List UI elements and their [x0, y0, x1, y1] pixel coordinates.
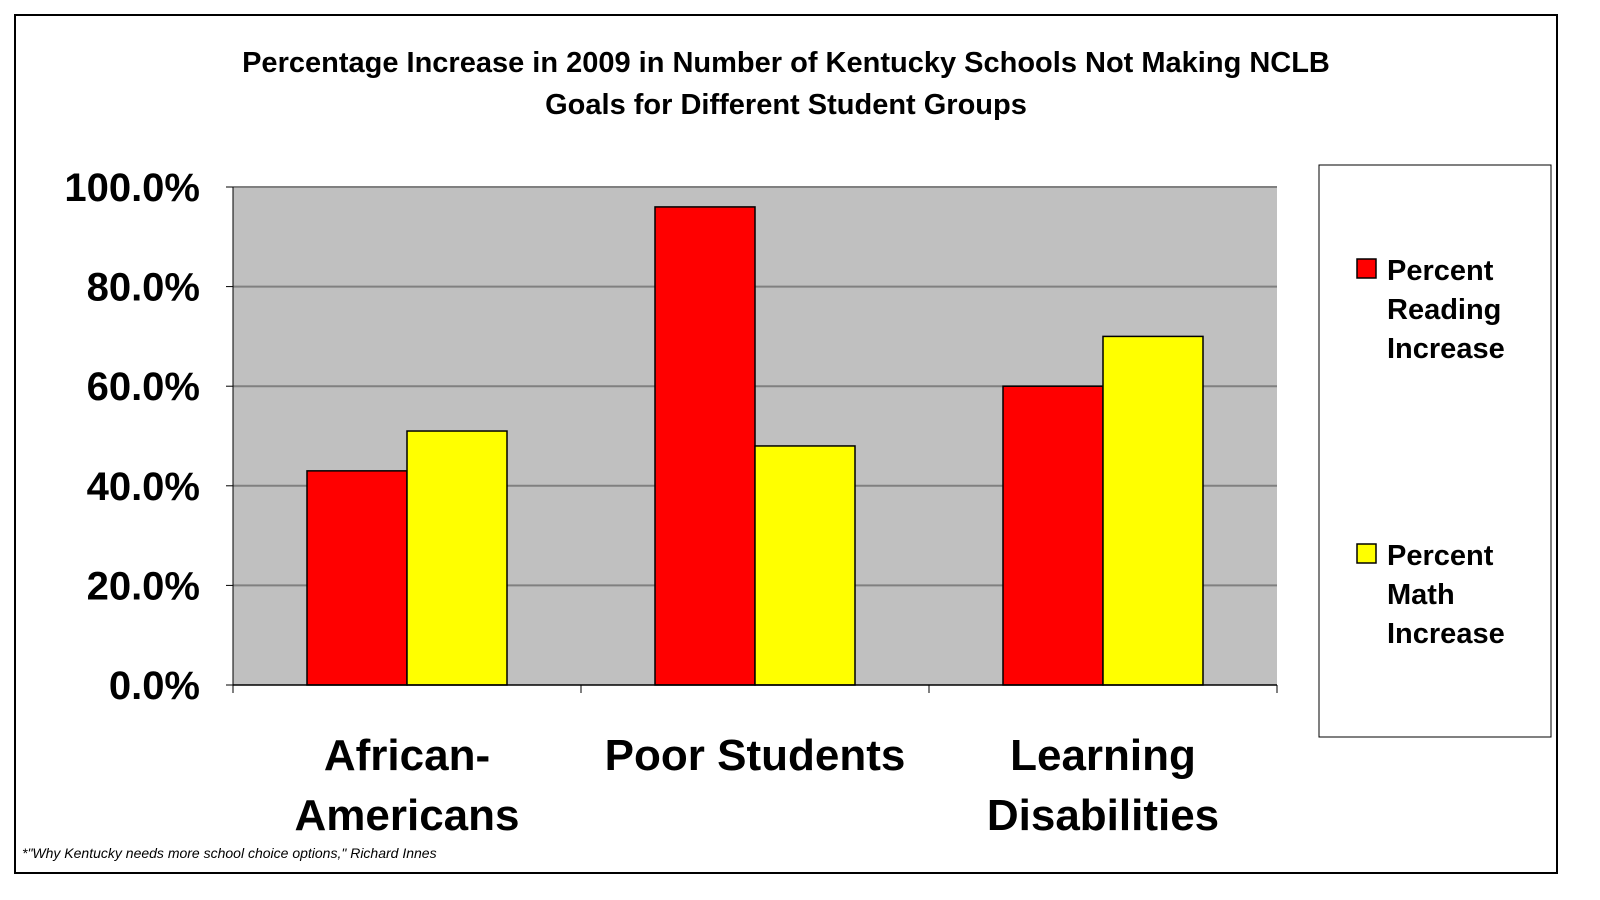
bar-0-0 [306, 470, 408, 686]
y-tick-label: 80.0% [87, 266, 200, 310]
bar-2-0 [1002, 385, 1104, 686]
footnote: *"Why Kentucky needs more school choice … [22, 845, 437, 861]
legend-label: Percent [1387, 540, 1494, 572]
chart-title-line-2: Goals for Different Student Groups [545, 89, 1027, 121]
legend-label: Reading [1387, 294, 1501, 326]
legend-swatch [1356, 543, 1377, 564]
bar-1-0 [654, 206, 756, 686]
y-tick-label: 0.0% [109, 664, 200, 708]
legend-label: Math [1387, 579, 1455, 611]
x-category-label: Americans [294, 791, 519, 840]
y-tick-label: 100.0% [64, 166, 200, 210]
bar-0-1 [406, 430, 508, 686]
legend-box [1318, 164, 1552, 738]
legend-swatch [1356, 258, 1377, 279]
x-category-label: Learning [1010, 731, 1196, 780]
x-category-label: Disabilities [987, 791, 1219, 840]
bar-1-1 [754, 445, 856, 686]
y-tick-label: 40.0% [87, 465, 200, 509]
y-tick-label: 20.0% [87, 564, 200, 608]
x-category-label: Poor Students [605, 731, 906, 780]
y-tick-label: 60.0% [87, 365, 200, 409]
x-category-label: African- [324, 731, 490, 780]
legend-label: Increase [1387, 618, 1505, 650]
bar-2-1 [1102, 335, 1204, 686]
legend-label: Increase [1387, 333, 1505, 365]
legend-label: Percent [1387, 255, 1494, 287]
chart-title-line-1: Percentage Increase in 2009 in Number of… [242, 47, 1330, 79]
